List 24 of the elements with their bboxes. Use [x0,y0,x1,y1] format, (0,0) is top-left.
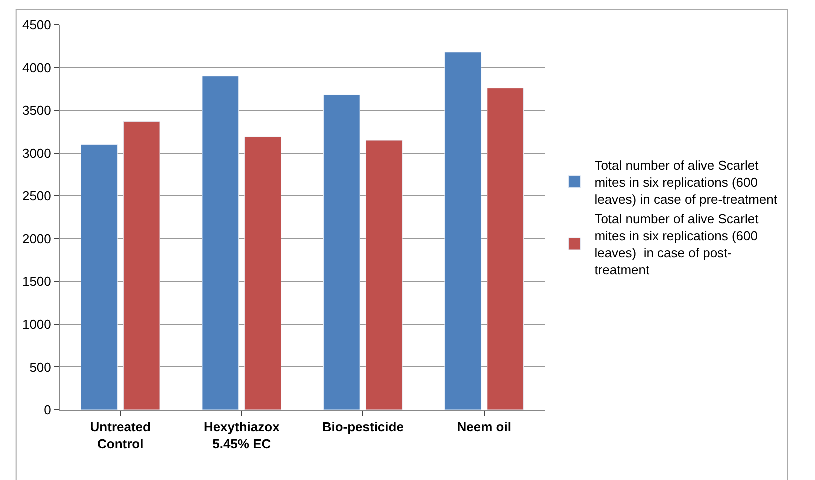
y-tick-label: 2000 [22,231,52,246]
x-tick-label: Bio-pesticide [322,420,404,435]
bar [123,121,160,410]
x-tick-label: Untreated Control [90,420,152,452]
bar [80,144,118,410]
y-tick-label: 4500 [22,18,52,33]
y-tick-label: 3500 [22,103,52,118]
y-tick-label: 2500 [22,188,52,204]
y-tick-label: 0 [44,402,52,418]
legend-label: Total number of alive Scarlet mites in six replications (600 leaves) in case of post- treatment [594,212,760,278]
x-tick-label: Neem oil [457,420,512,435]
bar [244,136,282,410]
bar [487,88,524,410]
y-tick-label: 1000 [22,316,52,332]
x-tick-label: Hexythiazox 5.45% EC [204,420,281,452]
bar [323,94,360,410]
y-tick-label: 500 [30,360,52,375]
y-tick-label: 4000 [22,60,52,76]
bar [202,76,240,410]
y-tick-label: 3000 [22,146,52,161]
bar [444,52,482,410]
y-tick-label: 1500 [22,274,52,290]
bar [366,140,403,410]
legend-label: Total number of alive Scarlet mites in six replications (600 leaves) in case of pre-treatment [594,158,778,207]
